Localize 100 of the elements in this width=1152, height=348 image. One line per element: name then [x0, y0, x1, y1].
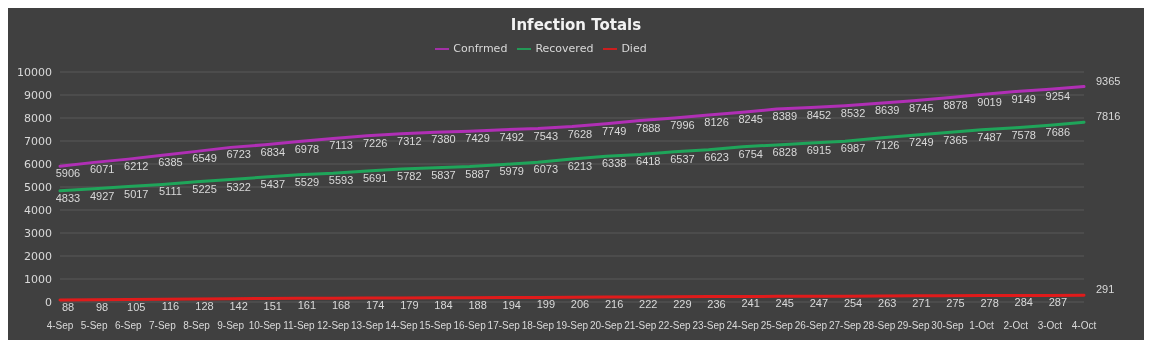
data-label: 8452: [806, 108, 832, 121]
data-label: 105: [127, 300, 146, 313]
y-tick-label: 3000: [24, 226, 52, 240]
x-tick-label: 20-Sep: [590, 320, 623, 332]
data-label: 6834: [260, 145, 286, 158]
x-tick-label: 4-Oct: [1071, 320, 1097, 332]
data-label: 98: [96, 300, 109, 313]
data-label: 7226: [362, 136, 388, 149]
data-label: 291: [1096, 283, 1115, 296]
data-label: 278: [980, 296, 999, 309]
y-tick-label: 10000: [17, 65, 52, 79]
x-tick-label: 24-Sep: [726, 320, 760, 332]
data-label: 5782: [397, 170, 422, 183]
x-tick-label: 7-Sep: [149, 320, 177, 332]
data-label: 5979: [499, 165, 524, 178]
data-label: 222: [639, 297, 658, 310]
y-tick-label: 0: [45, 295, 52, 309]
data-label: 7996: [670, 119, 695, 132]
data-label: 6385: [158, 156, 183, 169]
x-tick-label: 3-Oct: [1037, 320, 1063, 332]
data-label: 245: [775, 297, 794, 310]
data-label: 9365: [1096, 74, 1121, 87]
y-tick-label: 5000: [24, 180, 52, 194]
data-label: 6987: [840, 142, 866, 155]
y-tick-label: 6000: [24, 157, 52, 171]
data-label: 6623: [704, 150, 729, 163]
x-tick-label: 13-Sep: [351, 320, 384, 332]
x-tick-label: 5-Sep: [80, 320, 108, 332]
x-tick-label: 29-Sep: [897, 320, 930, 332]
data-label: 7429: [465, 132, 490, 145]
data-label: 8389: [772, 110, 798, 123]
y-tick-label: 7000: [24, 134, 52, 148]
data-label: 6073: [533, 163, 559, 176]
data-label: 88: [61, 300, 75, 313]
data-label: 128: [195, 300, 214, 313]
x-tick-label: 2-Oct: [1003, 320, 1029, 332]
x-tick-label: 21-Sep: [624, 320, 657, 332]
data-label: 5225: [192, 182, 217, 195]
x-tick-label: 1-Oct: [969, 320, 995, 332]
chart-title: Infection Totals: [509, 15, 643, 36]
data-label: 284: [1014, 296, 1033, 309]
data-label: 5111: [158, 185, 182, 198]
x-tick-label: 4-Sep: [46, 320, 74, 332]
data-label: 5322: [226, 180, 251, 193]
data-label: 174: [366, 299, 385, 311]
data-label: 5887: [465, 167, 490, 180]
data-label: 6537: [670, 152, 695, 165]
data-label: 6723: [226, 148, 251, 161]
data-label: 184: [434, 298, 453, 311]
data-label: 9019: [977, 95, 1002, 108]
x-tick-label: 27-Sep: [828, 320, 862, 332]
data-label: 6213: [567, 160, 593, 173]
x-tick-label: 28-Sep: [863, 320, 896, 332]
data-label: 271: [912, 296, 931, 309]
x-tick-label: 26-Sep: [794, 320, 828, 332]
x-tick-label: 14-Sep: [385, 320, 418, 332]
data-label: 151: [263, 299, 282, 312]
x-tick-label: 17-Sep: [487, 320, 521, 332]
x-tick-label: 6-Sep: [114, 320, 143, 332]
data-label: 7312: [397, 134, 422, 147]
x-tick-label: 18-Sep: [521, 320, 555, 332]
data-label: 5691: [362, 172, 388, 185]
data-label: 6338: [601, 157, 627, 170]
data-label: 7492: [499, 130, 524, 143]
legend-label: Recovered: [535, 42, 594, 55]
data-label: 5906: [55, 167, 81, 180]
data-label: 229: [673, 297, 692, 310]
data-label: 7249: [909, 136, 934, 149]
legend-label: Died: [621, 42, 647, 55]
data-label: 5529: [294, 175, 320, 188]
data-label: 5593: [328, 174, 354, 187]
y-tick-label: 4000: [24, 203, 52, 217]
data-label: 6071: [89, 163, 115, 176]
y-tick-label: 2000: [24, 249, 52, 263]
data-label: 179: [400, 298, 419, 311]
data-label: 8532: [840, 106, 866, 119]
x-tick-label: 23-Sep: [692, 320, 726, 332]
data-label: 6549: [192, 152, 217, 165]
data-label: 287: [1048, 296, 1068, 309]
data-label: 275: [946, 296, 965, 309]
data-label: 7888: [636, 121, 661, 134]
data-label: 241: [741, 297, 760, 310]
data-label: 247: [809, 297, 829, 310]
data-label: 254: [843, 297, 863, 310]
data-label: 199: [536, 298, 556, 311]
x-tick-label: 15-Sep: [419, 320, 453, 332]
data-label: 7113: [329, 139, 353, 152]
data-label: 161: [297, 299, 317, 312]
data-label: 6978: [294, 142, 320, 155]
data-label: 7578: [1011, 128, 1036, 141]
data-label: 188: [468, 298, 487, 311]
x-tick-label: 22-Sep: [658, 320, 691, 332]
data-label: 8639: [874, 104, 900, 117]
data-label: 6915: [806, 143, 832, 156]
data-label: 6754: [738, 147, 763, 160]
data-label: 7126: [874, 139, 900, 152]
data-label: 9254: [1045, 90, 1071, 103]
data-label: 206: [570, 298, 590, 311]
data-label: 7749: [601, 124, 627, 137]
data-label: 7365: [943, 133, 968, 146]
